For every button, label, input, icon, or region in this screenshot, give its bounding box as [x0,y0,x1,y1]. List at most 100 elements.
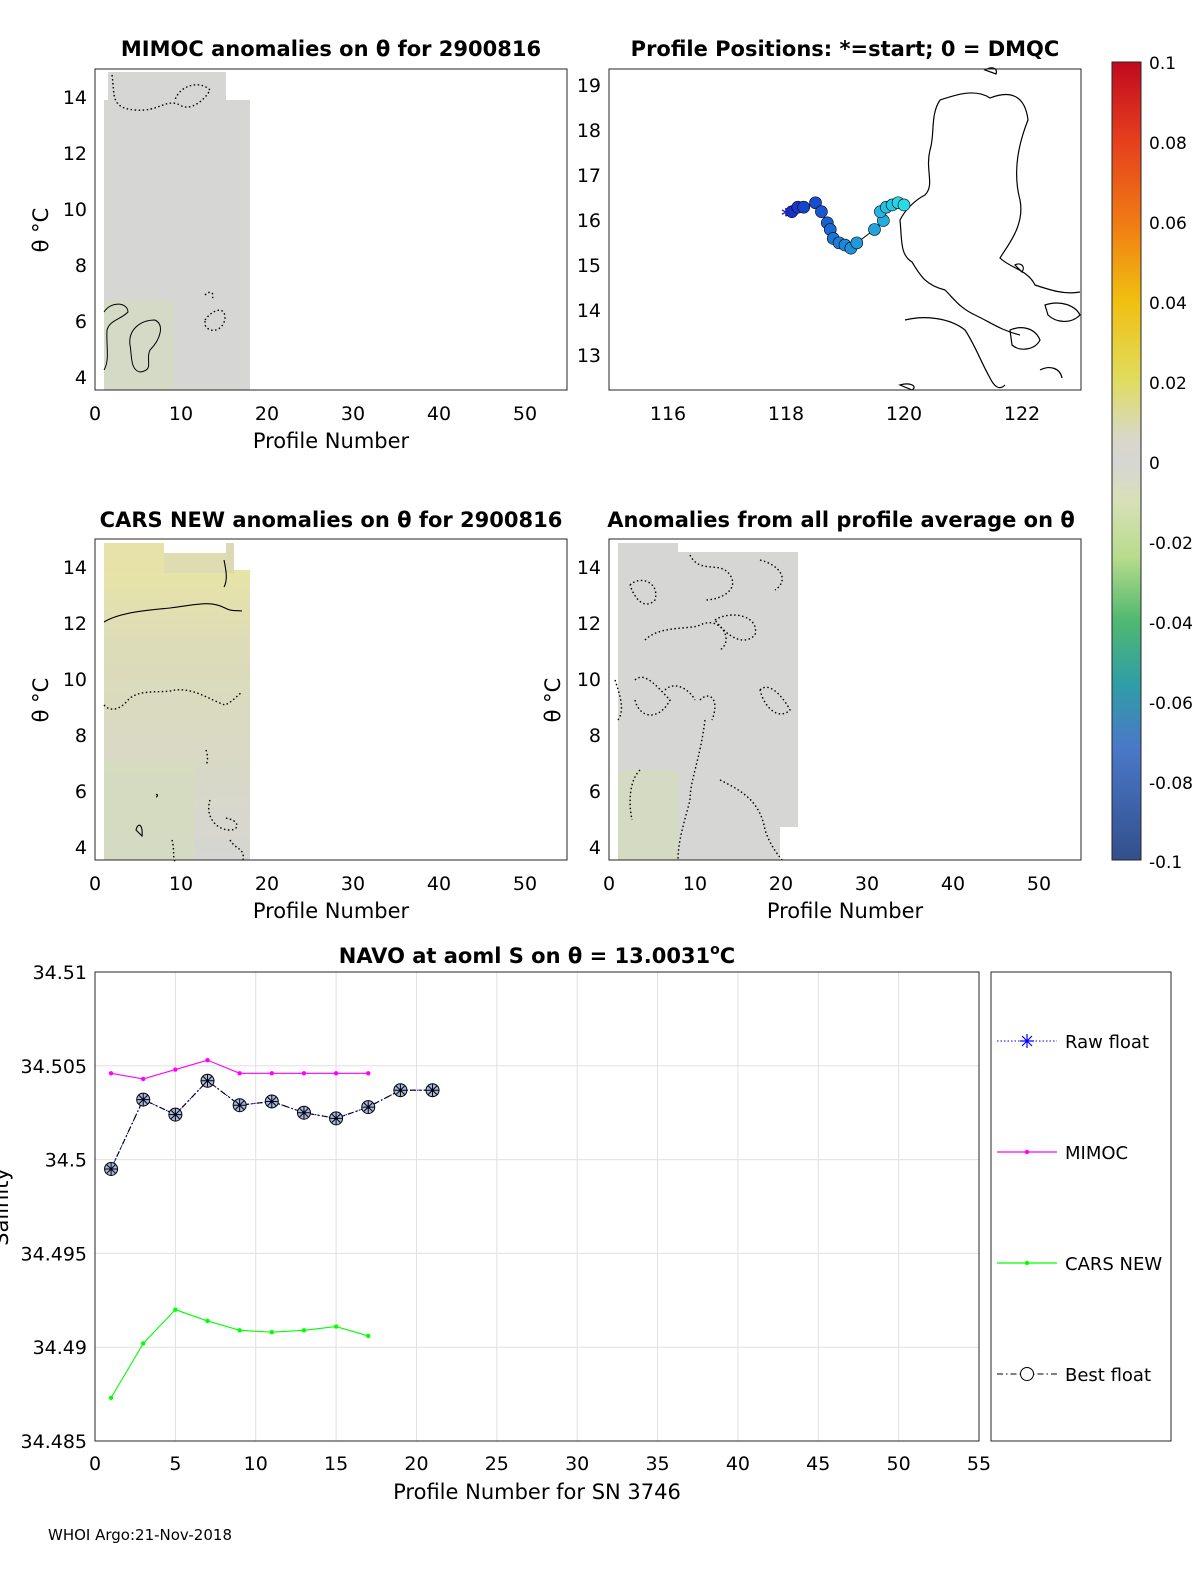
legend-item-raw: Raw float [997,1032,1149,1053]
cars-ylabel: θ °C [29,678,53,723]
allavg-field-green [618,770,678,860]
point-cars-new [269,1329,274,1335]
point-mimoc [173,1067,178,1072]
point-raw [201,1074,214,1087]
salinity-xtick: 10 [244,1453,268,1475]
cars-xtick: 20 [255,873,279,895]
point-raw [362,1101,375,1114]
allavg-xtick: 40 [941,873,965,895]
track-point [809,196,822,210]
legend-raw-marker [1020,1034,1034,1048]
salinity-ytick: 34.505 [21,1056,87,1078]
series-line-cars-new [110,1309,369,1399]
legend-cars-marker [1024,1260,1030,1266]
allavg-xlabel: Profile Number [767,899,924,923]
point-mimoc [141,1076,146,1082]
colorbar-tick: -0.02 [1149,534,1193,554]
salinity-xtick: 55 [967,1453,991,1475]
legend-item-cars: CARS NEW [997,1254,1162,1275]
point-cars-new [366,1333,371,1339]
positions-axes-box [608,68,1082,391]
mimoc-xtick: 10 [169,403,193,425]
legend-raw-label: Raw float [1065,1032,1149,1053]
positions-title: Profile Positions: *=start; 0 = DMQC [631,37,1060,61]
footer-credit: WHOI Argo:21-Nov-2018 [48,1526,232,1544]
cars-yticks: 4 6 8 10 12 14 [63,557,87,859]
salinity-xtick: 25 [485,1453,509,1475]
track-point [897,198,911,212]
cars-xticks: 0 10 20 30 40 50 [89,873,537,895]
cars-ytick: 8 [75,725,87,747]
allavg-ytick: 12 [577,613,601,635]
positions-panel: Profile Positions: *=start; 0 = DMQC * 1… [577,37,1082,425]
point-raw [105,1162,118,1175]
point-raw [169,1108,182,1121]
point-mimoc [366,1071,371,1076]
mimoc-xtick: 30 [341,403,365,425]
cars-title: CARS NEW anomalies on θ for 2900816 [100,508,563,532]
legend: Raw float MIMOC CARS NEW Best float [990,971,1172,1442]
salinity-panel: NAVO at aoml S on θ = 13.0031oC 0 5 10 15 20… [0,942,1172,1504]
allavg-contour-dotted [614,554,791,861]
legend-box [990,971,1172,1442]
colorbar-tick: 0.08 [1149,134,1187,154]
colorbar-tick: -0.04 [1149,614,1193,634]
point-raw [426,1084,439,1097]
positions-xticks: 116 118 120 122 [650,403,1040,425]
salinity-xtick: 20 [404,1453,428,1475]
mimoc-contour-solid [103,303,129,371]
cars-field-top-2 [164,553,226,573]
allavg-xtick: 30 [855,873,879,895]
point-mimoc [237,1071,242,1076]
series-line-raw [110,1080,433,1170]
point-cars-new [237,1328,242,1333]
point-cars-new [301,1328,307,1333]
salinity-ytick: 34.485 [21,1431,87,1453]
cars-ytick: 14 [63,557,87,579]
point-mimoc [301,1071,307,1076]
allavg-title: Anomalies from all profile average on θ [607,508,1075,532]
salinity-ytick: 34.51 [33,962,87,984]
mimoc-contour-dotted-2 [204,291,226,332]
cars-ytick: 10 [63,669,87,691]
cars-xtick: 40 [427,873,451,895]
track-point [868,223,881,236]
colorbar: 0.1 0.08 0.06 0.04 0.02 0 -0.02 -0.04 -0… [1111,54,1193,873]
mimoc-ytick: 10 [63,199,87,221]
allavg-xtick: 0 [603,873,615,895]
cars-panel: CARS NEW anomalies on θ for 2900816 0 10… [29,508,568,923]
allavg-ytick: 8 [589,725,601,747]
mimoc-title: MIMOC anomalies on θ for 2900816 [121,37,541,61]
mimoc-ytick: 14 [63,87,87,109]
cars-xtick: 10 [169,873,193,895]
positions-ytick: 17 [577,165,601,187]
mimoc-contour-dotted [111,74,211,111]
cars-ytick: 6 [75,781,87,803]
cars-contour-solid-2 [135,559,227,838]
series-line-best [110,1080,433,1170]
salinity-xtick: 15 [324,1453,348,1475]
salinity-ytick: 34.49 [33,1337,87,1359]
mimoc-ytick: 12 [63,143,87,165]
colorbar-tick: -0.06 [1149,694,1193,714]
legend-cars-label: CARS NEW [1065,1254,1162,1275]
legend-best-marker [1020,1367,1034,1381]
point-cars-new [108,1395,114,1401]
cars-contour-dotted [103,689,244,863]
mimoc-ytick: 4 [75,367,87,389]
cars-field [103,543,250,863]
positions-xtick: 122 [1004,403,1040,425]
mimoc-xtick: 0 [89,403,101,425]
salinity-xtick: 50 [887,1453,911,1475]
allavg-yticks: 4 6 8 10 12 14 [577,557,601,859]
mimoc-ytick: 8 [75,255,87,277]
salinity-xtick: 5 [169,1453,181,1475]
mimoc-xtick: 40 [427,403,451,425]
salinity-ylabel: Salinity [0,1168,13,1246]
positions-xtick: 118 [768,403,804,425]
point-cars-new [141,1341,146,1346]
luzon-coast [899,92,1081,336]
legend-mimoc-label: MIMOC [1065,1143,1128,1164]
series-line-mimoc [110,1059,369,1080]
point-cars-new [173,1307,178,1312]
